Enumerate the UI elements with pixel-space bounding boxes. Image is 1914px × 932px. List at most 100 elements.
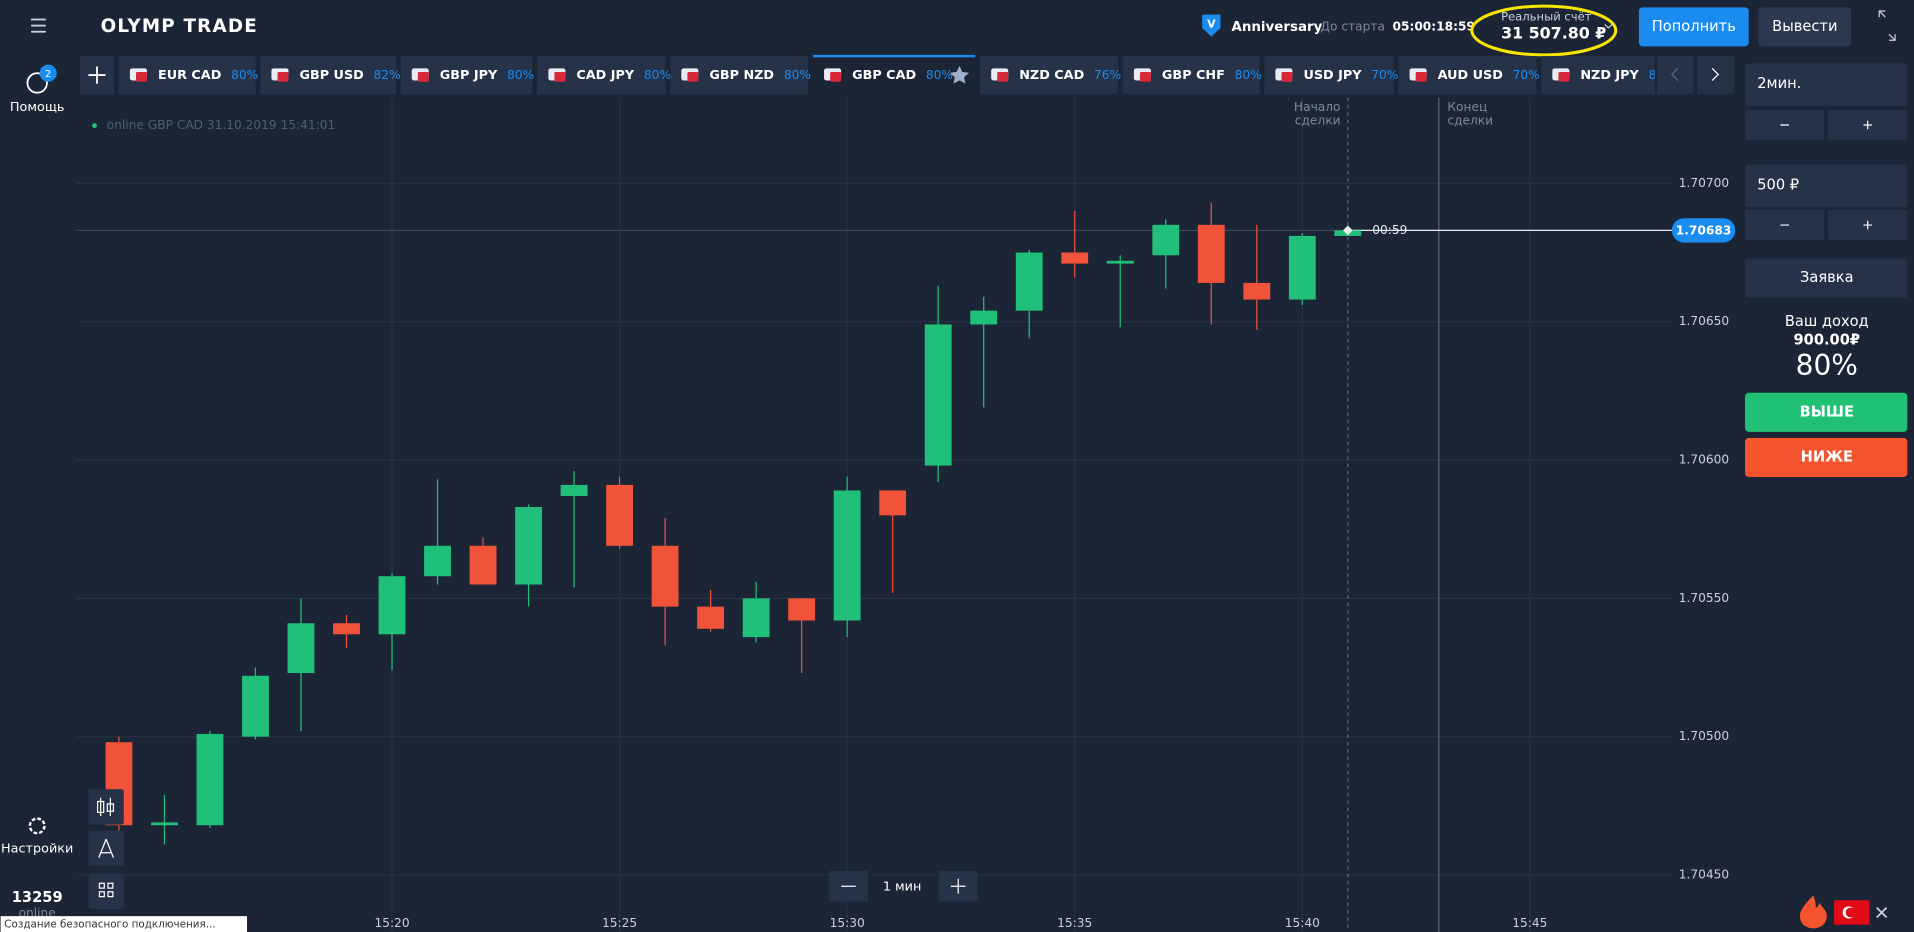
help-icon[interactable] — [26, 72, 48, 94]
flag-icon — [997, 71, 1009, 82]
candle-body — [970, 310, 998, 325]
zoom-label: 1 мин — [883, 879, 922, 894]
amount[interactable]: 500 ₽ — [1757, 176, 1799, 193]
tab-pair[interactable]: EUR CAD — [158, 68, 221, 83]
star[interactable] — [949, 65, 969, 84]
tab-pair[interactable]: NZD JPY — [1580, 68, 1639, 83]
fire-icon[interactable] — [1799, 895, 1827, 929]
candle-body — [833, 490, 861, 621]
balance[interactable]: 31 507.80 ₽ — [1501, 24, 1606, 43]
tab-pair[interactable]: AUD USD — [1438, 68, 1503, 83]
draw-icon — [98, 839, 115, 858]
tab-payout[interactable]: 80% — [1649, 68, 1676, 82]
tab-payout[interactable]: 80% — [1235, 68, 1262, 82]
fullscreen[interactable] — [1878, 10, 1896, 41]
trade-start-label: сделки — [1295, 113, 1341, 127]
flag-icon — [554, 71, 566, 82]
deposit-label[interactable]: Пополнить — [1652, 18, 1736, 35]
order-button[interactable] — [1745, 258, 1908, 298]
candle-body — [378, 576, 406, 635]
tab-pair[interactable]: GBP NZD — [709, 68, 774, 83]
x-tick-label: 15:45 — [1512, 916, 1547, 930]
account-label[interactable]: Реальный счёт — [1501, 10, 1592, 24]
tournament[interactable]: Anniversary — [1231, 20, 1322, 35]
candle-tool[interactable] — [88, 789, 124, 825]
tab-payout[interactable]: 70% — [1513, 68, 1540, 82]
plus-icon — [88, 66, 106, 84]
tab-active-line — [813, 54, 976, 58]
deposit-button[interactable] — [1638, 7, 1749, 47]
down-button[interactable] — [1745, 437, 1908, 477]
tab-payout[interactable]: 80% — [644, 68, 671, 82]
candle-body — [151, 822, 178, 826]
candle-body — [1243, 282, 1271, 300]
tab-pair[interactable]: USD JPY — [1303, 68, 1362, 83]
entry-marker — [1342, 225, 1353, 236]
y-tick-label: 1.70550 — [1679, 591, 1729, 605]
candle-body — [287, 623, 315, 674]
y-tick-label: 1.70650 — [1679, 314, 1729, 328]
flag-icon — [1281, 71, 1293, 82]
candle-body — [924, 324, 952, 466]
x-tick-label: 15:25 — [602, 916, 637, 930]
tab-pair[interactable]: GBP CHF — [1162, 68, 1225, 83]
flag-icon — [830, 71, 842, 82]
down-label[interactable]: НИЖЕ — [1801, 448, 1853, 465]
x-tick-label: 15:30 — [830, 916, 865, 930]
plus-icon — [950, 878, 966, 894]
help-badge — [39, 64, 57, 82]
draw-tool[interactable] — [88, 830, 124, 867]
badge-shield — [1202, 14, 1221, 37]
withdraw-label[interactable]: Вывести — [1772, 18, 1837, 35]
settings-label[interactable]: Настройки — [1, 842, 73, 857]
price-badge — [1671, 218, 1736, 243]
logo: OLYMP TRADE — [101, 16, 258, 37]
candle-body — [1197, 224, 1225, 283]
flag-icon — [277, 71, 289, 82]
tab-payout[interactable]: 80% — [926, 68, 953, 82]
income-label: Ваш доход — [1785, 313, 1869, 330]
tab-pair[interactable]: GBP JPY — [440, 68, 498, 83]
flag-icon — [1139, 71, 1151, 82]
trade-end-label: Конец — [1447, 100, 1487, 114]
tab-payout[interactable]: 82% — [374, 68, 401, 82]
stepper-icons — [1780, 220, 1872, 230]
help-label[interactable]: Помощь — [10, 100, 65, 115]
tab-pair[interactable]: CAD JPY — [576, 68, 635, 83]
candle-body — [242, 675, 269, 737]
close-icon[interactable] — [1876, 906, 1888, 919]
tab-payout[interactable]: 80% — [784, 68, 811, 82]
duration-field[interactable] — [1745, 63, 1908, 107]
withdraw-button[interactable] — [1758, 7, 1852, 47]
duration[interactable]: 2мин. — [1757, 75, 1801, 92]
up-label[interactable]: ВЫШЕ — [1800, 403, 1854, 420]
tab-payout[interactable]: 80% — [231, 68, 258, 82]
tab-payout[interactable]: 76% — [1094, 68, 1121, 82]
indicator-tool[interactable] — [88, 873, 124, 909]
candle-body — [196, 733, 224, 826]
up-button[interactable] — [1745, 392, 1908, 432]
tab-pair[interactable]: GBP USD — [299, 68, 363, 83]
tab-payout[interactable]: 70% — [1371, 68, 1398, 82]
tab-payout[interactable]: 80% — [507, 68, 534, 82]
amount-field[interactable] — [1745, 164, 1908, 208]
order-label[interactable]: Заявка — [1800, 269, 1854, 286]
tab-prev[interactable] — [1657, 56, 1694, 94]
tab-next[interactable] — [1697, 56, 1735, 94]
hamburger[interactable] — [31, 18, 46, 33]
flag-icon — [417, 71, 429, 82]
trade-end-label: сделки — [1447, 113, 1493, 127]
countdown-label: До старта — [1321, 19, 1385, 33]
income: 900.00₽ — [1793, 331, 1860, 348]
y-tick-label: 1.70600 — [1679, 453, 1729, 467]
candle-body — [788, 598, 816, 621]
settings-icon[interactable] — [28, 817, 46, 835]
help-count: 2 — [45, 69, 51, 80]
y-tick-label: 1.70500 — [1679, 729, 1729, 743]
tab-pair[interactable]: GBP CAD — [852, 68, 916, 83]
chart: online GBP CAD 31.10.2019 15:41:01 1.7045… — [76, 97, 1736, 932]
tab-pair[interactable]: NZD CAD — [1019, 68, 1084, 83]
